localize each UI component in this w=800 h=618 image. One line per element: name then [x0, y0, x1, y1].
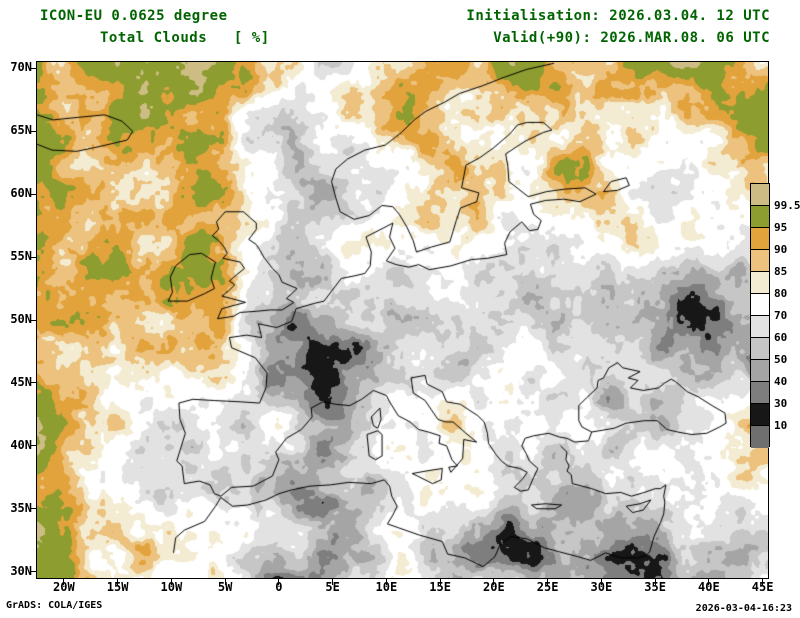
x-tick-label: 20E: [483, 580, 505, 594]
y-tick-label: 55N: [10, 249, 32, 264]
y-tick-mark: [31, 445, 37, 447]
colorbar-segment: [751, 404, 769, 426]
x-tick-mark: [117, 579, 119, 585]
x-tick-label: 5E: [325, 580, 340, 594]
x-tick-mark: [708, 579, 710, 585]
x-tick-mark: [654, 579, 656, 585]
x-tick-label: 5W: [217, 580, 233, 594]
x-tick-mark: [170, 579, 172, 585]
colorbar-segment: [751, 184, 769, 206]
x-tick-label: 30E: [590, 580, 613, 594]
colorbar-value-label: 40: [774, 375, 788, 388]
colorbar-segment: [751, 294, 769, 316]
x-tick-label: 10E: [375, 580, 398, 594]
y-tick-mark: [31, 382, 37, 384]
map-plot-area: [36, 61, 769, 579]
x-tick-label: 40E: [698, 580, 720, 594]
colorbar-value-label: 99.5: [774, 199, 800, 212]
variable-title: Total Clouds [ %]: [100, 30, 270, 46]
x-tick-label: 15E: [429, 580, 451, 594]
x-tick-mark: [547, 579, 549, 585]
colorbar-value-label: 85: [774, 265, 788, 278]
colorbar: [750, 183, 770, 448]
init-time: Initialisation: 2026.03.04. 12 UTC: [466, 8, 770, 24]
model-title: ICON-EU 0.0625 degree: [40, 8, 228, 24]
x-tick-label: 15W: [106, 580, 129, 594]
x-tick-mark: [762, 579, 764, 585]
colorbar-value-label: 90: [774, 243, 788, 256]
x-tick-label: 20W: [53, 580, 75, 594]
x-tick-mark: [385, 579, 387, 585]
y-tick-label: 50N: [10, 312, 32, 326]
x-tick-mark: [278, 579, 280, 585]
colorbar-segment: [751, 272, 769, 294]
x-tick-mark: [439, 579, 441, 585]
grads-credit: GrADS: COLA/IGES: [6, 600, 103, 611]
y-tick-mark: [31, 130, 37, 132]
x-tick-mark: [63, 579, 65, 585]
x-tick-label: 10W: [160, 580, 183, 594]
plot-timestamp: 2026-03-04-16:23: [695, 603, 792, 614]
colorbar-segment: [751, 250, 769, 272]
y-tick-mark: [31, 319, 37, 321]
colorbar-segment: [751, 426, 769, 448]
x-tick-mark: [600, 579, 602, 585]
y-tick-label: 40N: [10, 437, 32, 452]
x-tick-label: 0: [275, 580, 283, 594]
colorbar-segment: [751, 382, 769, 404]
colorbar-value-label: 60: [774, 331, 788, 344]
colorbar-segment: [751, 338, 769, 360]
x-tick-mark: [332, 579, 334, 585]
colorbar-value-label: 10: [774, 419, 788, 432]
colorbar-value-label: 95: [774, 221, 788, 234]
cloud-field-canvas: [37, 62, 768, 578]
colorbar-value-label: 30: [774, 397, 788, 410]
y-tick-label: 45N: [10, 374, 32, 389]
y-tick-label: 65N: [10, 123, 32, 138]
colorbar-value-label: 80: [774, 287, 788, 300]
y-tick-mark: [31, 193, 37, 195]
colorbar-segment: [751, 316, 769, 338]
valid-time: Valid(+90): 2026.MAR.08. 06 UTC: [493, 30, 770, 46]
x-tick-label: 25E: [536, 580, 559, 594]
x-tick-mark: [224, 579, 226, 585]
colorbar-segment: [751, 206, 769, 228]
colorbar-segment: [751, 228, 769, 250]
x-tick-label: 45E: [751, 580, 774, 594]
y-tick-label: 60N: [10, 186, 32, 201]
colorbar-value-label: 70: [774, 309, 788, 322]
y-tick-label: 35N: [10, 500, 32, 515]
y-tick-label: 70N: [10, 60, 32, 75]
x-tick-mark: [493, 579, 495, 585]
x-tick-label: 35E: [644, 580, 666, 594]
y-tick-mark: [31, 571, 37, 573]
colorbar-segment: [751, 360, 769, 382]
y-tick-mark: [31, 256, 37, 258]
y-tick-label: 30N: [10, 563, 32, 578]
y-tick-mark: [31, 508, 37, 510]
y-tick-mark: [31, 67, 37, 69]
colorbar-value-label: 50: [774, 353, 788, 366]
